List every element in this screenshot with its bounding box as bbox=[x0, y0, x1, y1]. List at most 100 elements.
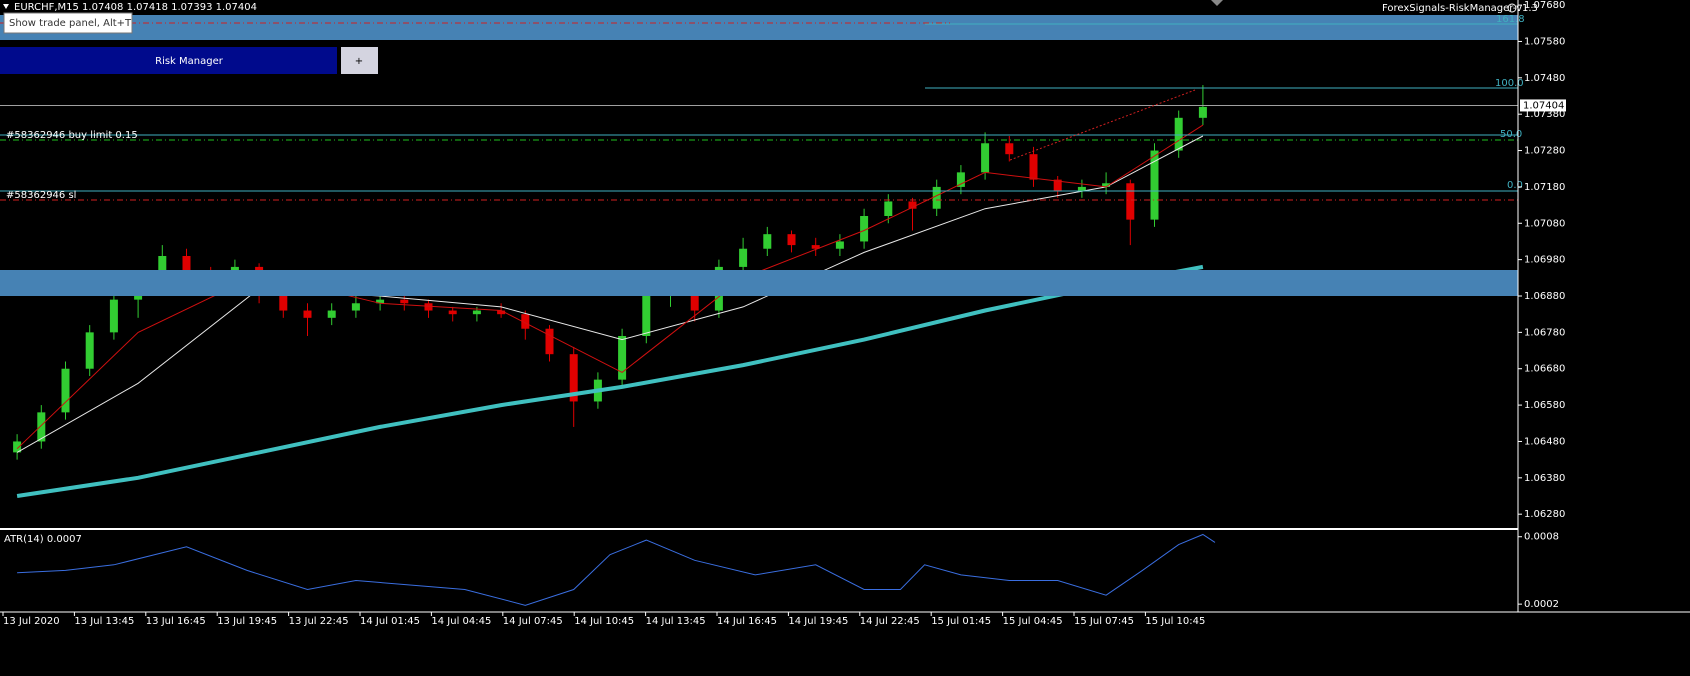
candle-body bbox=[279, 296, 288, 311]
candle-body bbox=[400, 299, 409, 304]
y-tick-label: 1.06280 bbox=[1524, 509, 1565, 520]
candle-body bbox=[763, 234, 772, 249]
fib-label: 100.0 bbox=[1495, 78, 1524, 89]
y-tick-label: 1.06580 bbox=[1524, 400, 1565, 411]
y-tick-label: 1.07080 bbox=[1524, 218, 1565, 229]
y-tick-label: 1.07180 bbox=[1524, 182, 1565, 193]
moving-average bbox=[16, 135, 1204, 453]
zone-band bbox=[0, 15, 1518, 40]
y-tick-label: 1.06780 bbox=[1524, 327, 1565, 338]
last-price-label: 1.07404 bbox=[1523, 100, 1564, 111]
candle-body bbox=[1198, 106, 1207, 118]
last-price-box bbox=[1520, 99, 1566, 112]
x-tick-label: 14 Jul 04:45 bbox=[431, 616, 491, 627]
candle-body bbox=[981, 143, 990, 173]
candle-body bbox=[569, 354, 578, 402]
x-tick-label: 14 Jul 07:45 bbox=[503, 616, 563, 627]
expert-icon[interactable] bbox=[1507, 3, 1517, 13]
candle-body bbox=[109, 299, 118, 333]
x-tick-label: 13 Jul 19:45 bbox=[217, 616, 277, 627]
x-tick-label: 13 Jul 16:45 bbox=[146, 616, 206, 627]
candle-body bbox=[376, 299, 385, 304]
y-tick-label: 1.06680 bbox=[1524, 364, 1565, 375]
candle-body bbox=[521, 314, 530, 329]
y-tick-label: 0.0002 bbox=[1524, 599, 1559, 610]
fib-label: 0.0 bbox=[1507, 180, 1523, 191]
y-tick-label: 1.06980 bbox=[1524, 255, 1565, 266]
candle-body bbox=[1077, 186, 1086, 191]
risk-manager-label: Risk Manager bbox=[155, 56, 224, 67]
candle-body bbox=[327, 310, 336, 318]
candle-body bbox=[1150, 150, 1159, 220]
candle-body bbox=[13, 441, 22, 453]
candle-body bbox=[1053, 179, 1062, 191]
candle-body bbox=[908, 201, 917, 209]
candle-body bbox=[1102, 183, 1111, 187]
tooltip bbox=[3, 12, 133, 34]
menu-arrow[interactable] bbox=[3, 4, 9, 9]
candle-body bbox=[37, 412, 46, 442]
candle-body bbox=[1174, 117, 1183, 151]
candle-body bbox=[351, 303, 360, 311]
candle-body bbox=[545, 328, 554, 355]
candle-body bbox=[182, 256, 191, 275]
y-tick-label: 1.06880 bbox=[1524, 291, 1565, 302]
x-tick-label: 15 Jul 07:45 bbox=[1074, 616, 1134, 627]
candle-body bbox=[860, 216, 869, 242]
candle-body bbox=[835, 241, 844, 249]
y-tick-label: 1.06480 bbox=[1524, 436, 1565, 447]
expert-name: ForexSignals-RiskManager-v1.3 bbox=[1382, 3, 1538, 14]
candle-body bbox=[61, 368, 70, 413]
candle-body bbox=[85, 332, 94, 369]
candle-body bbox=[956, 172, 965, 187]
candle-body bbox=[472, 310, 481, 315]
x-tick-label: 13 Jul 22:45 bbox=[289, 616, 349, 627]
atr-line bbox=[17, 533, 1216, 606]
tooltip-text: Show trade panel, Alt+T bbox=[9, 18, 132, 29]
y-tick-label: 0.0008 bbox=[1524, 532, 1559, 543]
order-label: #58362946 buy limit 0.15 bbox=[6, 130, 138, 141]
symbol-info: EURCHF,M15 1.07408 1.07418 1.07393 1.074… bbox=[14, 2, 257, 13]
x-tick-label: 15 Jul 10:45 bbox=[1145, 616, 1205, 627]
indicator-title: ATR(14) 0.0007 bbox=[4, 534, 82, 545]
candle-body bbox=[811, 245, 820, 249]
y-tick-label: 1.07380 bbox=[1524, 109, 1565, 120]
y-tick-label: 1.06380 bbox=[1524, 473, 1565, 484]
x-tick-label: 14 Jul 13:45 bbox=[646, 616, 706, 627]
candle-body bbox=[787, 234, 796, 246]
y-tick-label: 1.07280 bbox=[1524, 146, 1565, 157]
x-tick-label: 14 Jul 10:45 bbox=[574, 616, 634, 627]
trend-line bbox=[1009, 89, 1196, 161]
zone-band bbox=[0, 270, 1518, 296]
moving-average bbox=[16, 264, 1204, 498]
candle-body bbox=[1126, 183, 1135, 220]
y-tick-label: 1.07580 bbox=[1524, 36, 1565, 47]
fib-label: 161.8 bbox=[1496, 14, 1525, 25]
candle-body bbox=[1005, 143, 1014, 155]
x-tick-label: 13 Jul 2020 bbox=[3, 616, 60, 627]
candle-body bbox=[448, 310, 457, 315]
toggle-button[interactable] bbox=[341, 47, 378, 74]
candle-body bbox=[424, 303, 433, 311]
candle-body bbox=[303, 310, 312, 318]
x-tick-label: 13 Jul 13:45 bbox=[74, 616, 134, 627]
fib-label: 50.0 bbox=[1500, 129, 1522, 140]
candle-body bbox=[690, 288, 699, 311]
x-tick-label: 15 Jul 01:45 bbox=[931, 616, 991, 627]
risk-manager-button[interactable] bbox=[0, 47, 337, 74]
candle-body bbox=[642, 296, 651, 336]
x-tick-label: 14 Jul 22:45 bbox=[860, 616, 920, 627]
shift-marker bbox=[1211, 0, 1223, 6]
x-tick-label: 15 Jul 04:45 bbox=[1003, 616, 1063, 627]
x-tick-label: 14 Jul 01:45 bbox=[360, 616, 420, 627]
candle-body bbox=[739, 248, 748, 267]
x-tick-label: 14 Jul 16:45 bbox=[717, 616, 777, 627]
candle-body bbox=[932, 186, 941, 209]
candle-body bbox=[884, 201, 893, 216]
toggle-label: + bbox=[355, 56, 363, 67]
candle-body bbox=[618, 336, 627, 380]
x-tick-label: 14 Jul 19:45 bbox=[788, 616, 848, 627]
order-label: #58362946 sl bbox=[6, 190, 76, 201]
